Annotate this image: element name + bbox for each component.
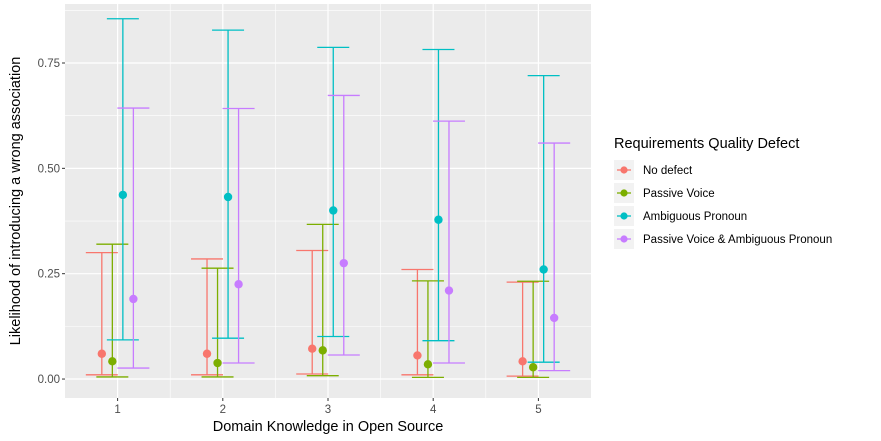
data-point xyxy=(518,357,527,366)
x-tick-label: 5 xyxy=(535,404,541,416)
y-tick-label: 0.25 xyxy=(38,269,60,281)
data-point xyxy=(444,286,454,295)
y-tick-label: 0.00 xyxy=(38,374,60,386)
legend-key-point xyxy=(620,166,628,174)
x-tick-label: 1 xyxy=(114,404,120,416)
data-point xyxy=(213,358,222,368)
y-axis-title: Likelihood of introducing a wrong associ… xyxy=(8,57,24,346)
legend-key-point xyxy=(620,235,628,243)
legend-label: No defect xyxy=(643,165,693,177)
x-tick-label: 3 xyxy=(325,404,331,416)
data-point xyxy=(308,344,317,353)
data-point xyxy=(528,363,538,372)
data-point xyxy=(202,349,212,358)
legend-title: Requirements Quality Defect xyxy=(614,136,799,152)
grid xyxy=(65,4,591,398)
legend-key-point xyxy=(620,212,628,220)
y-tick-label: 0.75 xyxy=(38,58,60,70)
data-point xyxy=(97,349,107,358)
axes: 0.00 0.25 0.50 0.75 1 2 3 4 5 xyxy=(38,58,542,416)
x-tick-label: 4 xyxy=(430,404,437,416)
legend-label: Ambiguous Pronoun xyxy=(643,211,747,223)
legend-key-point xyxy=(620,189,628,197)
x-tick-label: 2 xyxy=(220,404,226,416)
data-point xyxy=(549,313,559,323)
data-marks xyxy=(85,18,571,379)
data-point xyxy=(318,346,327,355)
data-point xyxy=(539,265,548,274)
data-point xyxy=(129,294,138,304)
x-axis-title: Domain Knowledge in Open Source xyxy=(213,419,444,435)
legend-label: Passive Voice xyxy=(643,188,715,200)
legend-label: Passive Voice & Ambiguous Pronoun xyxy=(643,234,832,246)
data-point xyxy=(423,360,433,369)
data-point xyxy=(413,351,422,360)
data-point xyxy=(223,192,233,202)
data-point xyxy=(434,215,443,224)
data-point xyxy=(108,357,117,366)
data-point xyxy=(118,190,128,200)
data-point xyxy=(339,258,348,268)
data-point xyxy=(329,206,338,215)
y-tick-label: 0.50 xyxy=(38,163,60,175)
data-point xyxy=(234,280,243,289)
legend: Requirements Quality Defect No defect Pas… xyxy=(614,136,832,249)
